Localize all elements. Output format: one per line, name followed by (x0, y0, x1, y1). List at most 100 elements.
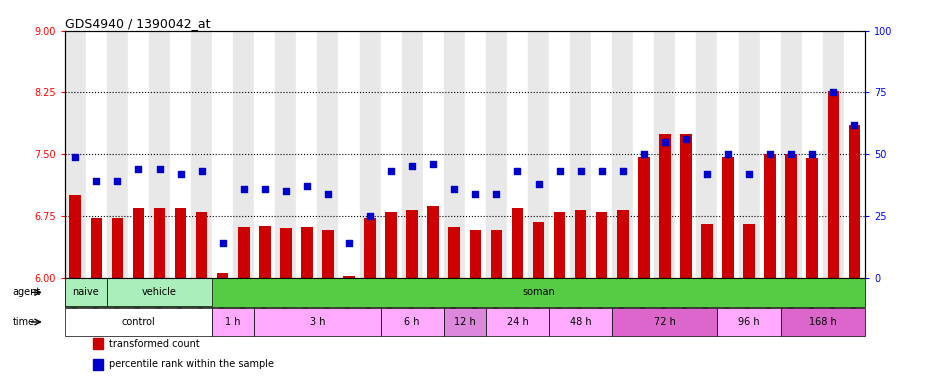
Point (721, 151, 735, 157)
Point (679, 136, 694, 142)
Bar (191, 31, 212, 278)
Text: 12 h: 12 h (454, 317, 475, 327)
Bar (233, 31, 254, 278)
Bar (65, 308, 212, 336)
Point (131, 166, 146, 172)
Bar (807, 158, 818, 278)
Bar (343, 276, 355, 278)
Bar (785, 154, 797, 278)
Bar (254, 308, 380, 336)
Bar (822, 31, 844, 278)
Bar (848, 125, 860, 278)
Point (278, 188, 293, 194)
Bar (149, 31, 170, 278)
Bar (449, 227, 460, 278)
Bar (254, 31, 276, 278)
Point (847, 121, 862, 127)
Bar (507, 31, 528, 278)
Point (216, 240, 230, 246)
Bar (427, 206, 439, 278)
Point (363, 213, 377, 219)
Text: vehicle: vehicle (142, 287, 177, 297)
Bar (276, 31, 296, 278)
Bar (317, 31, 339, 278)
Bar (701, 224, 713, 278)
Bar (364, 218, 376, 278)
Bar (112, 218, 123, 278)
Text: 72 h: 72 h (654, 317, 676, 327)
Point (173, 171, 188, 177)
Bar (465, 31, 486, 278)
Point (89, 178, 104, 184)
Bar (212, 308, 254, 336)
Bar (212, 31, 233, 278)
Bar (549, 31, 570, 278)
Bar (154, 209, 166, 278)
Point (763, 151, 778, 157)
Text: 1 h: 1 h (226, 317, 240, 327)
Bar (638, 157, 649, 278)
Bar (490, 230, 502, 278)
Point (594, 168, 609, 174)
Bar (132, 209, 144, 278)
Bar (512, 208, 524, 278)
Bar (659, 134, 671, 278)
Bar (533, 222, 544, 278)
Bar (128, 31, 149, 278)
Point (805, 151, 820, 157)
Text: 96 h: 96 h (738, 317, 759, 327)
Bar (296, 31, 317, 278)
Bar (570, 31, 591, 278)
Point (468, 190, 483, 197)
Bar (302, 227, 313, 278)
Bar (722, 157, 734, 278)
Bar (680, 134, 692, 278)
Bar (634, 31, 654, 278)
Point (531, 181, 546, 187)
Bar (238, 227, 250, 278)
Bar (844, 31, 865, 278)
Text: agent: agent (13, 287, 41, 297)
Bar (322, 230, 334, 278)
Point (300, 183, 314, 189)
Point (699, 171, 714, 177)
Point (236, 185, 251, 192)
Bar (423, 31, 444, 278)
Bar (380, 308, 444, 336)
Point (742, 171, 757, 177)
Bar (596, 212, 608, 278)
Point (405, 164, 420, 170)
Bar (216, 273, 228, 278)
Text: 24 h: 24 h (507, 317, 528, 327)
Text: percentile rank within the sample: percentile rank within the sample (109, 359, 274, 369)
Point (426, 161, 440, 167)
Bar (170, 31, 191, 278)
Bar (92, 359, 104, 370)
Bar (386, 212, 397, 278)
Bar (92, 338, 104, 349)
Bar (360, 31, 380, 278)
Bar (86, 31, 107, 278)
Bar (718, 308, 781, 336)
Text: transformed count: transformed count (109, 339, 200, 349)
Bar (612, 31, 634, 278)
Point (194, 168, 209, 174)
Bar (486, 31, 507, 278)
Bar (444, 31, 464, 278)
Point (152, 166, 166, 172)
Bar (528, 31, 549, 278)
Point (636, 151, 651, 157)
Bar (554, 212, 565, 278)
Bar (65, 278, 107, 306)
Point (341, 240, 356, 246)
Point (826, 89, 841, 96)
Bar (444, 308, 486, 336)
Point (615, 168, 630, 174)
Text: 3 h: 3 h (310, 317, 326, 327)
Bar (401, 31, 423, 278)
Bar (549, 308, 612, 336)
Text: GDS4940 / 1390042_at: GDS4940 / 1390042_at (65, 17, 210, 30)
Text: 48 h: 48 h (570, 317, 591, 327)
Bar (781, 308, 865, 336)
Bar (107, 31, 128, 278)
